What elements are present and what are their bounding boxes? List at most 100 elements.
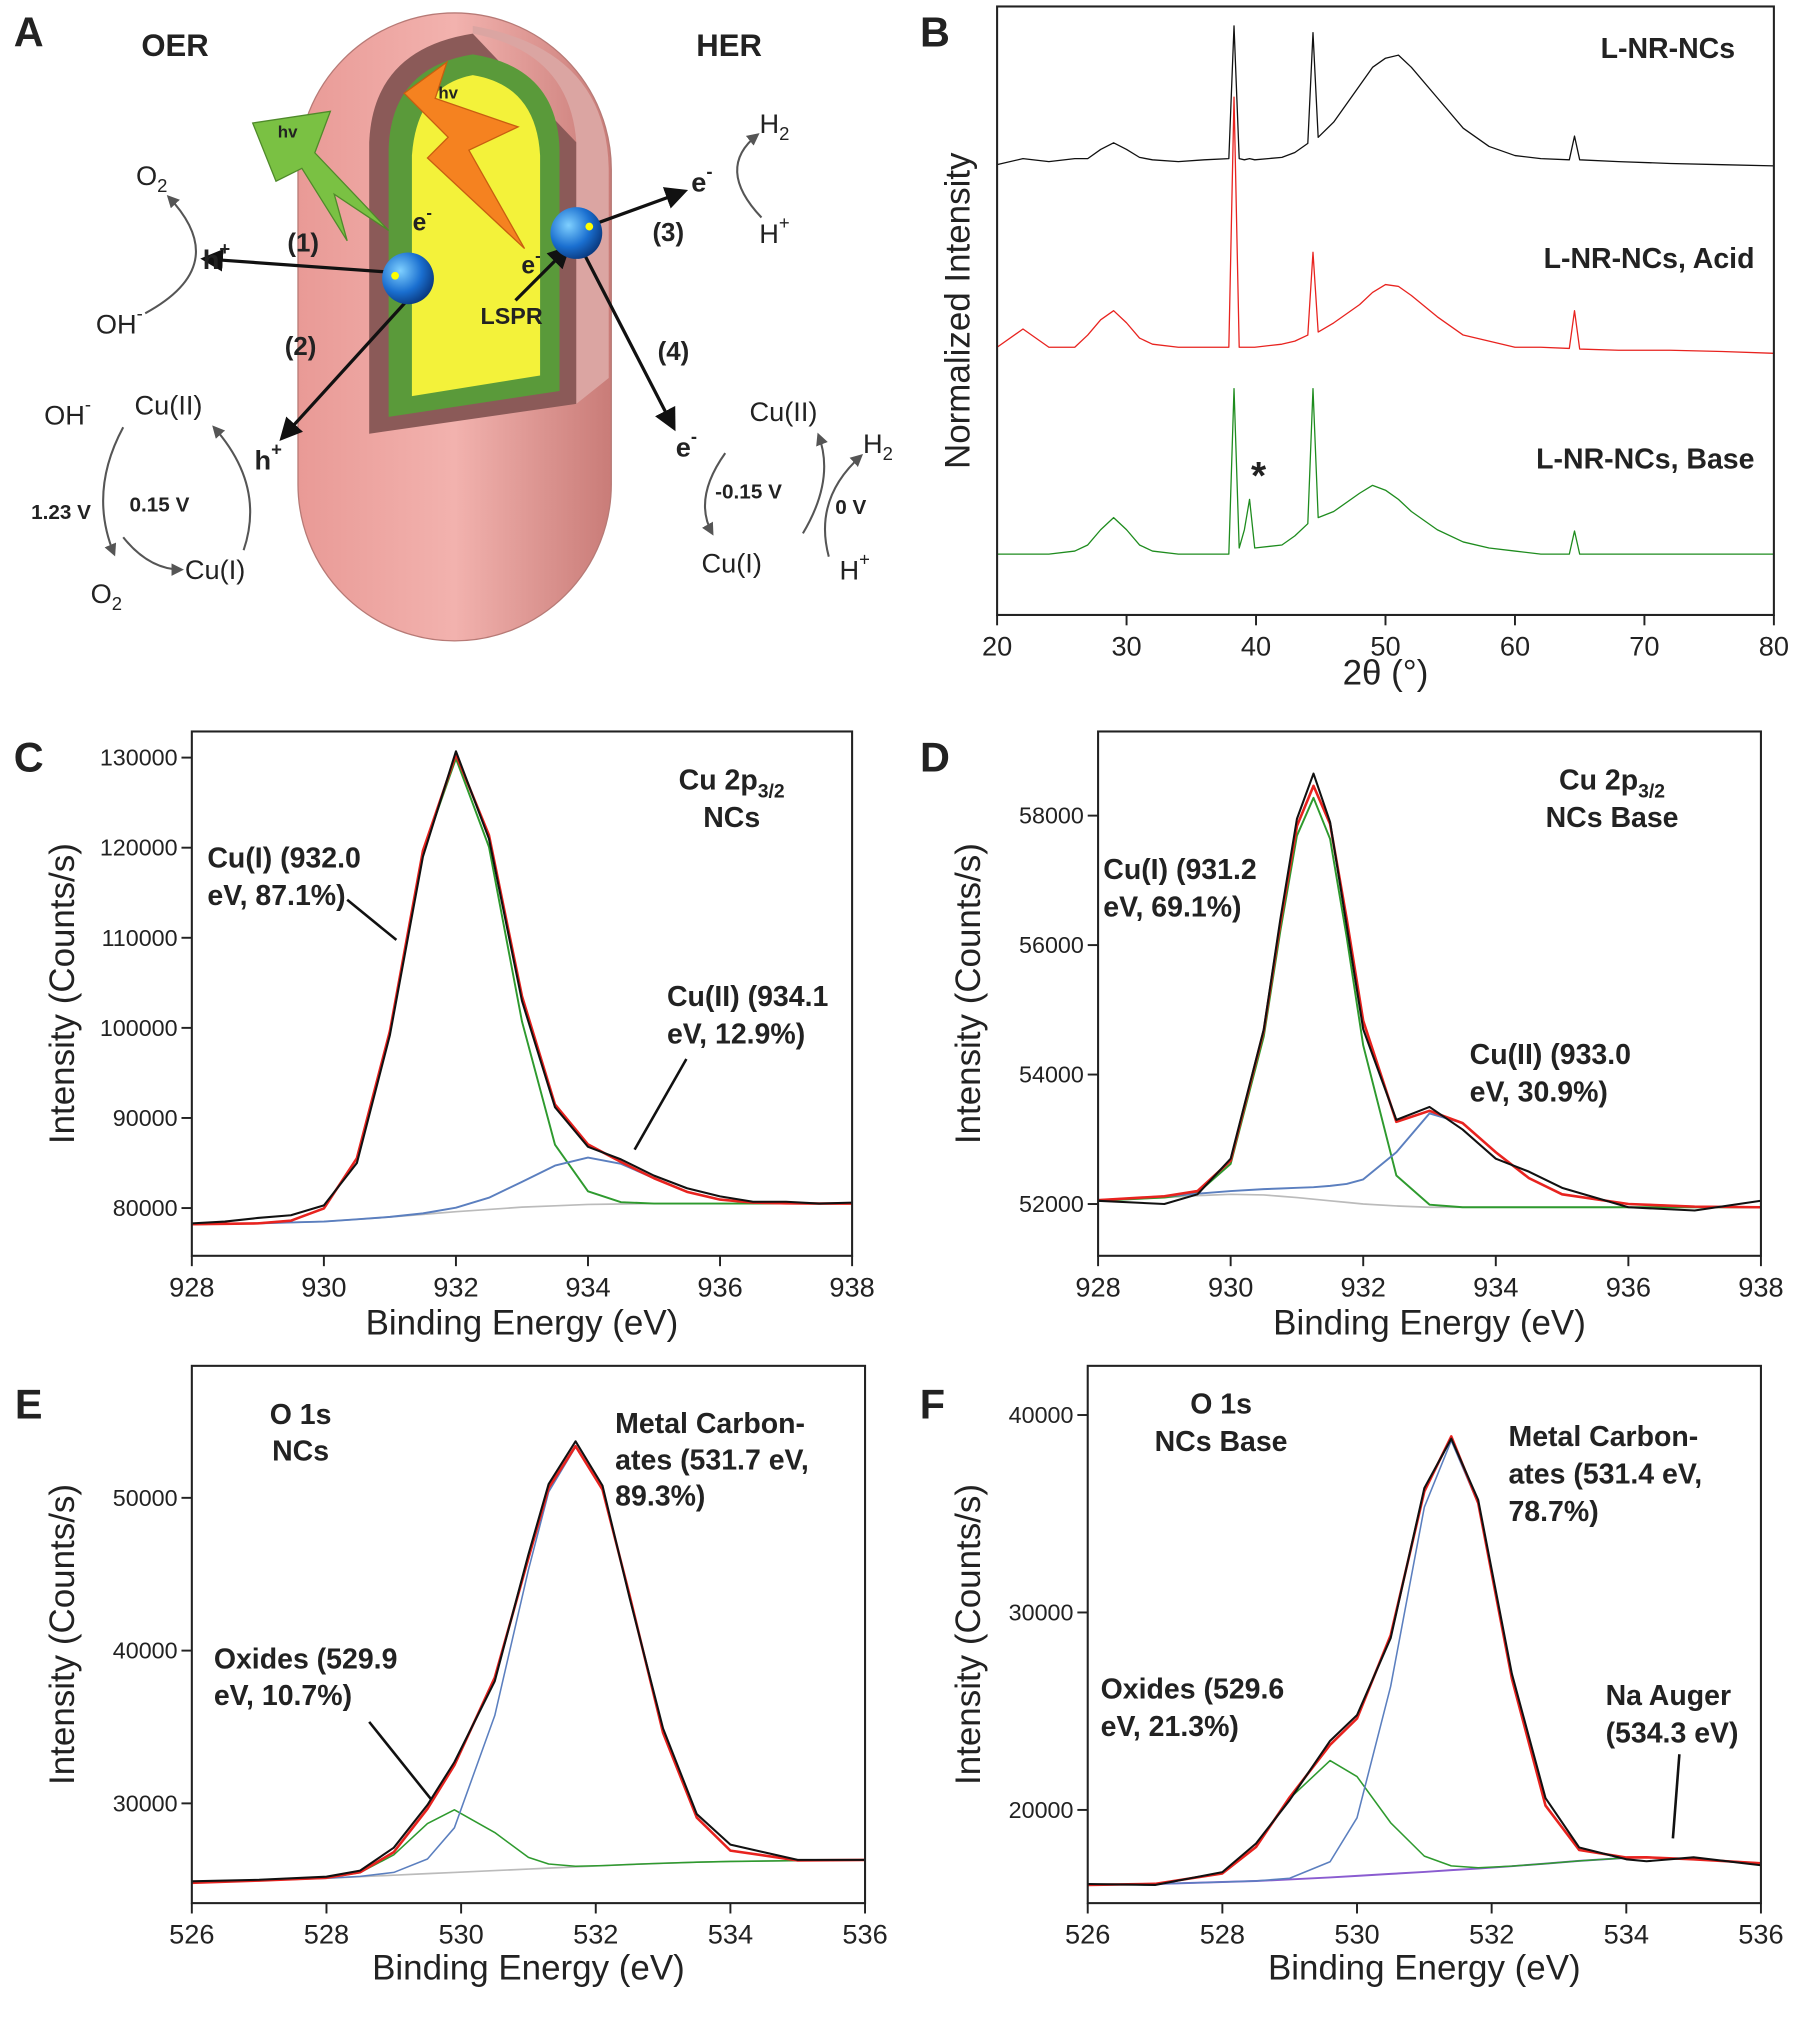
y-tick-label: 130000 <box>100 745 178 771</box>
annotation: eV, 12.9%) <box>667 1018 805 1050</box>
arrow <box>102 426 125 557</box>
x-tick-label: 532 <box>573 1919 618 1950</box>
series-line <box>191 1809 866 1884</box>
x-tick-label: 40 <box>1241 631 1271 662</box>
x-tick-label: 528 <box>304 1919 349 1950</box>
diagram-label: Cu(II) <box>135 390 203 421</box>
cut-face-light <box>472 25 609 404</box>
y-tick-label: 58000 <box>1019 803 1084 829</box>
panel-label: D <box>920 734 950 780</box>
series-line <box>996 25 1774 167</box>
annotation: Oxides (529.6 <box>1101 1674 1285 1706</box>
arrow <box>122 536 184 576</box>
annotation: * <box>1251 455 1267 498</box>
diagram-label: e- <box>521 246 540 279</box>
annotation-sub: 3/2 <box>1638 781 1665 803</box>
diagram-label: H+ <box>759 212 789 248</box>
series-line <box>191 1440 866 1883</box>
annotation: ates (531.7 eV, <box>615 1444 809 1476</box>
annotation: NCs Base <box>1155 1426 1288 1458</box>
annotation: Cu 2p3/2 <box>1559 765 1665 803</box>
series-line <box>1087 1437 1762 1886</box>
diagram-label: (4) <box>658 338 690 366</box>
arrow <box>597 187 689 225</box>
annotation: NCs <box>703 802 760 834</box>
annotation: eV, 21.3%) <box>1101 1711 1239 1743</box>
series-line <box>996 96 1774 354</box>
y-axis-title: Intensity (Counts/s) <box>43 843 82 1144</box>
annotation: Metal Carbon- <box>1508 1421 1698 1453</box>
annotation: eV, 10.7%) <box>214 1680 352 1712</box>
annotation: Oxides (529.9 <box>214 1644 398 1676</box>
y-tick-label: 40000 <box>113 1638 178 1664</box>
annotation-text: Cu 2p <box>679 765 758 797</box>
diagram-label-text: H <box>863 427 883 458</box>
diagram-label-text: OH <box>44 399 85 430</box>
diagram-label: OH- <box>44 393 91 429</box>
diagram-label: e- <box>676 426 697 463</box>
diagram-label: O2 <box>91 577 122 614</box>
x-tick-label: 530 <box>438 1919 483 1950</box>
diagram-label-text: H <box>839 554 859 585</box>
annotation: Cu(II) (933.0 <box>1470 1039 1631 1071</box>
series-line <box>191 750 853 1225</box>
annotation-text: Cu 2p <box>1559 765 1638 797</box>
x-tick-label: 30 <box>1111 631 1141 662</box>
diagram-label-text: e <box>521 252 535 279</box>
series-line <box>1087 1856 1761 1886</box>
x-tick-label: 936 <box>1606 1271 1651 1302</box>
diagram-label-sub: 2 <box>157 175 167 196</box>
annotation: (534.3 eV) <box>1606 1718 1739 1750</box>
annotation: O 1s <box>1190 1389 1252 1421</box>
arrow <box>144 194 197 315</box>
annotation: ates (531.4 eV, <box>1508 1459 1702 1491</box>
annotation: Metal Carbon- <box>615 1408 805 1440</box>
plot-frame <box>190 730 854 1257</box>
x-tick-label: 934 <box>1473 1271 1518 1302</box>
leader-line <box>346 898 398 941</box>
diagram-label: H2 <box>759 107 789 144</box>
arrow <box>736 133 763 219</box>
annotation: Cu(I) (932.0 <box>207 842 360 874</box>
light-bolt <box>251 110 390 242</box>
diagram-label-sup: + <box>859 549 870 570</box>
leader-line <box>633 1058 688 1151</box>
diagram-label: OH- <box>96 303 143 340</box>
x-tick-label: 60 <box>1500 631 1530 662</box>
y-tick-label: 20000 <box>1009 1797 1074 1823</box>
diagram-label-text: e <box>691 166 706 197</box>
series-line <box>997 387 1774 555</box>
dot <box>585 222 594 231</box>
panel-label: E <box>15 1382 43 1428</box>
plot-frame <box>1086 1364 1762 1905</box>
diagram-label: O2 <box>136 159 167 195</box>
y-axis-title: Intensity (Counts/s) <box>949 843 988 1144</box>
x-tick-label: 80 <box>1759 631 1789 662</box>
diagram-label-sup: - <box>426 204 432 223</box>
diagram-label: (3) <box>652 219 684 247</box>
x-tick-label: 526 <box>1065 1919 1110 1950</box>
legend-label: L-NR-NCs, Acid <box>1544 243 1755 275</box>
y-tick-label: 100000 <box>100 1015 178 1041</box>
panel-label: F <box>920 1382 945 1428</box>
y-tick-label: 52000 <box>1019 1191 1084 1217</box>
diagram-label: 0.15 V <box>130 493 190 516</box>
arrow <box>802 432 828 534</box>
x-tick-label: 938 <box>829 1271 874 1302</box>
x-tick-label: 536 <box>842 1919 887 1950</box>
leader-line <box>1671 1754 1681 1839</box>
x-axis-title: Binding Energy (eV) <box>1273 1304 1586 1343</box>
y-tick-label: 54000 <box>1019 1062 1084 1088</box>
diagram-label-text: H <box>759 218 779 249</box>
annotation: NCs <box>272 1435 329 1467</box>
x-tick-label: 930 <box>301 1271 346 1302</box>
particle <box>382 252 434 305</box>
arrow <box>200 248 387 274</box>
y-tick-label: 30000 <box>1009 1599 1074 1625</box>
x-tick-label: 928 <box>169 1271 214 1302</box>
x-axis-title: Binding Energy (eV) <box>1268 1948 1581 1987</box>
x-tick-label: 530 <box>1334 1919 1379 1950</box>
x-axis-title: Binding Energy (eV) <box>366 1304 679 1343</box>
diagram-label-text: H <box>759 107 779 138</box>
